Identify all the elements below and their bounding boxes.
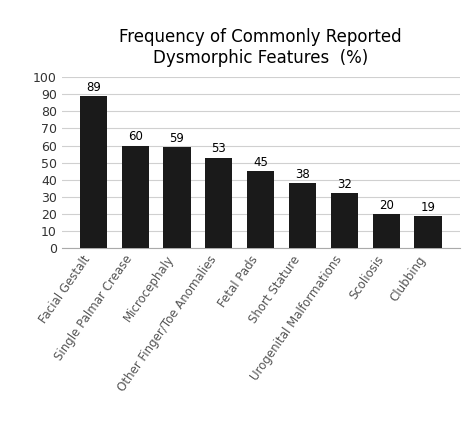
Text: 32: 32 bbox=[337, 178, 352, 191]
Text: 59: 59 bbox=[170, 132, 184, 145]
Bar bbox=[80, 96, 107, 248]
Bar bbox=[164, 147, 191, 248]
Text: 53: 53 bbox=[211, 143, 226, 155]
Text: 19: 19 bbox=[420, 201, 436, 214]
Text: 20: 20 bbox=[379, 199, 394, 212]
Bar bbox=[331, 193, 358, 248]
Title: Frequency of Commonly Reported
Dysmorphic Features  (%): Frequency of Commonly Reported Dysmorphi… bbox=[119, 28, 402, 67]
Text: 60: 60 bbox=[128, 131, 143, 143]
Bar bbox=[414, 216, 442, 248]
Bar bbox=[121, 146, 149, 248]
Bar bbox=[289, 183, 316, 248]
Bar bbox=[247, 171, 274, 248]
Bar bbox=[373, 214, 400, 248]
Text: 45: 45 bbox=[253, 156, 268, 169]
Text: 89: 89 bbox=[86, 81, 101, 94]
Text: 38: 38 bbox=[295, 168, 310, 181]
Bar bbox=[205, 158, 232, 248]
